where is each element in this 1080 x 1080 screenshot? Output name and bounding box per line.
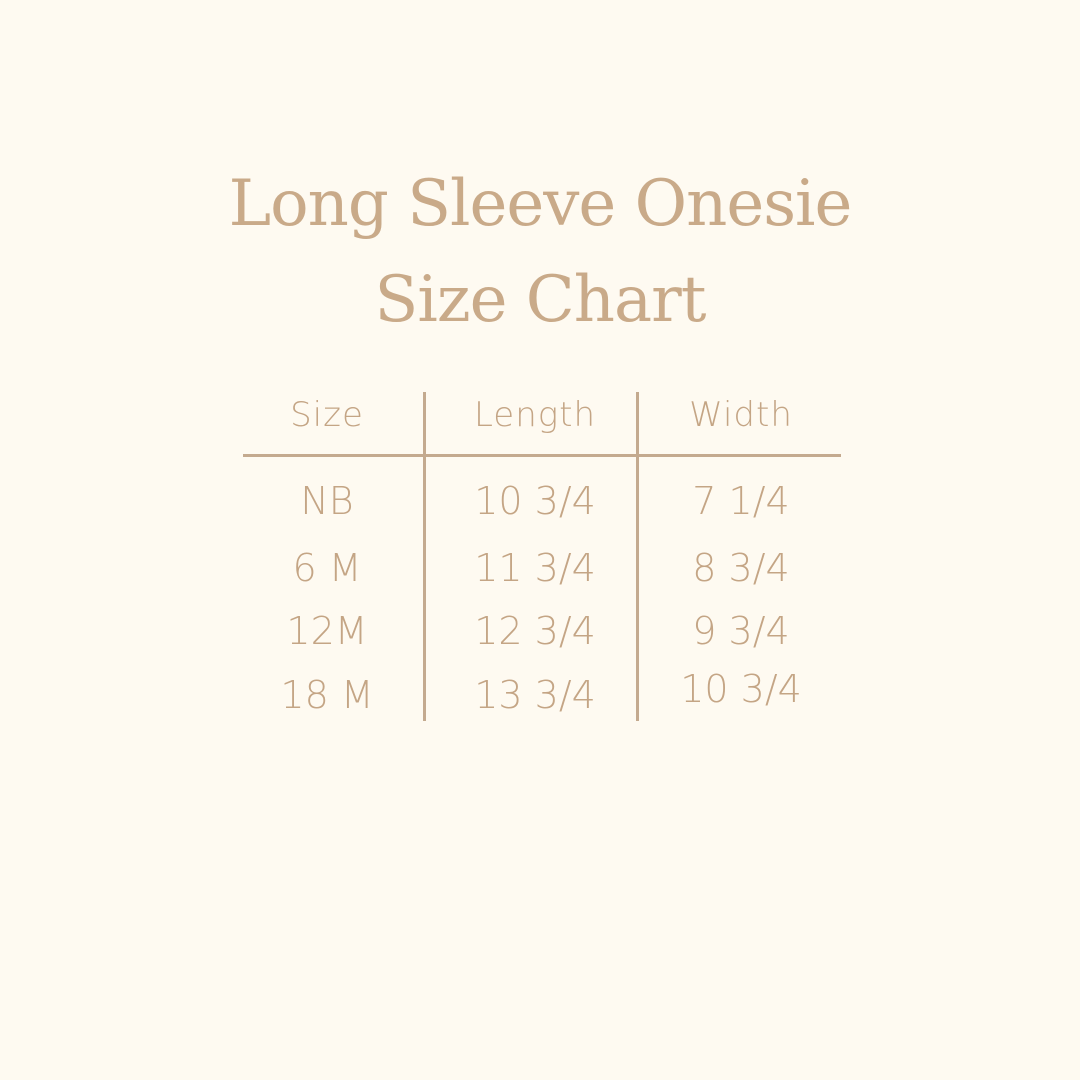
header-divider: [243, 454, 841, 457]
table-cell: 6 M: [292, 546, 362, 590]
table-cell: 11 3/4: [474, 546, 596, 590]
column-divider-1: [423, 392, 426, 721]
header-size: Size: [290, 395, 364, 435]
table-cell: 13 3/4: [474, 673, 596, 717]
table-cell: 9 3/4: [692, 609, 790, 653]
table-cell: 12 3/4: [474, 609, 596, 653]
table-cell: 18 M: [280, 673, 374, 717]
table-cell: 12M: [286, 609, 368, 653]
column-divider-2: [636, 392, 639, 721]
header-width: Width: [689, 395, 793, 435]
title-line-2: Size Chart: [374, 263, 707, 337]
table-cell: 10 3/4: [474, 479, 596, 523]
table-cell: 10 3/4: [680, 667, 802, 711]
table-cell: 8 3/4: [692, 546, 790, 590]
title-line-1: Long Sleeve Onesie: [228, 167, 853, 241]
table-cell: NB: [300, 479, 354, 523]
table-cell: 7 1/4: [692, 479, 790, 523]
header-length: Length: [473, 395, 597, 435]
